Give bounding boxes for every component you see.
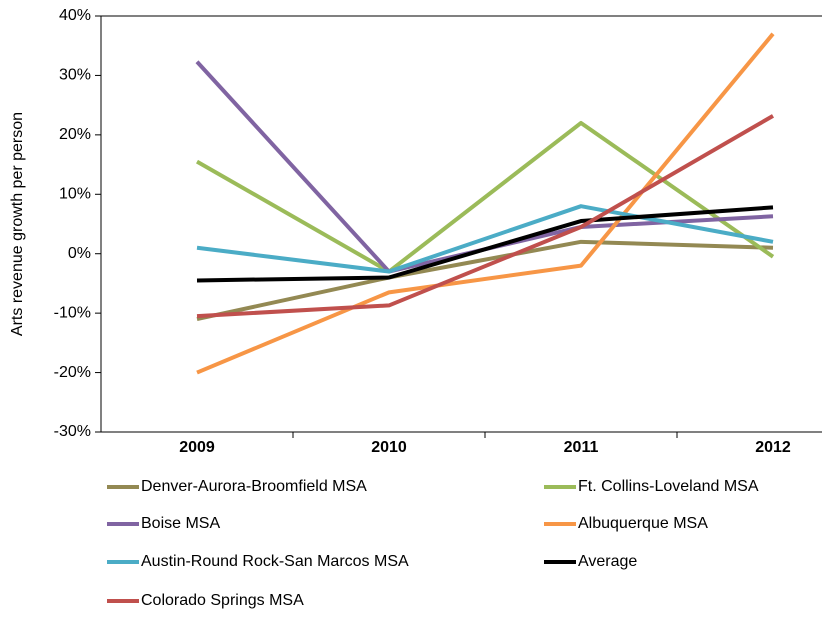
series-line <box>196 239 774 322</box>
legend-label: Ft. Collins-Loveland MSA <box>578 478 759 495</box>
y-tick-label: 40% <box>59 7 91 24</box>
legend-label: Austin-Round Rock-San Marcos MSA <box>141 553 409 570</box>
series-line <box>196 205 774 283</box>
y-tick-label: 0% <box>68 245 91 262</box>
y-tick-label: -20% <box>54 364 91 381</box>
y-tick-label: -10% <box>54 304 91 321</box>
y-tick-label: -30% <box>54 423 91 440</box>
legend-label: Albuquerque MSA <box>578 515 708 532</box>
y-axis-label: Arts revenue growth per person <box>9 112 26 336</box>
y-tick-label: 10% <box>59 186 91 203</box>
x-tick-label: 2012 <box>755 439 791 456</box>
legend-label: Boise MSA <box>141 515 220 532</box>
legend-label: Colorado Springs MSA <box>141 592 304 609</box>
series-line <box>196 204 774 274</box>
series-line <box>196 32 775 375</box>
y-tick-label: 20% <box>59 126 91 143</box>
legend-label: Average <box>578 553 637 570</box>
x-tick-label: 2011 <box>564 439 599 456</box>
series-line <box>196 120 775 274</box>
y-tick-label: 30% <box>59 67 91 84</box>
series-line <box>196 114 775 319</box>
x-tick-label: 2010 <box>371 439 407 456</box>
x-tick-label: 2009 <box>179 439 215 456</box>
legend-label: Denver-Aurora-Broomfield MSA <box>141 478 367 495</box>
